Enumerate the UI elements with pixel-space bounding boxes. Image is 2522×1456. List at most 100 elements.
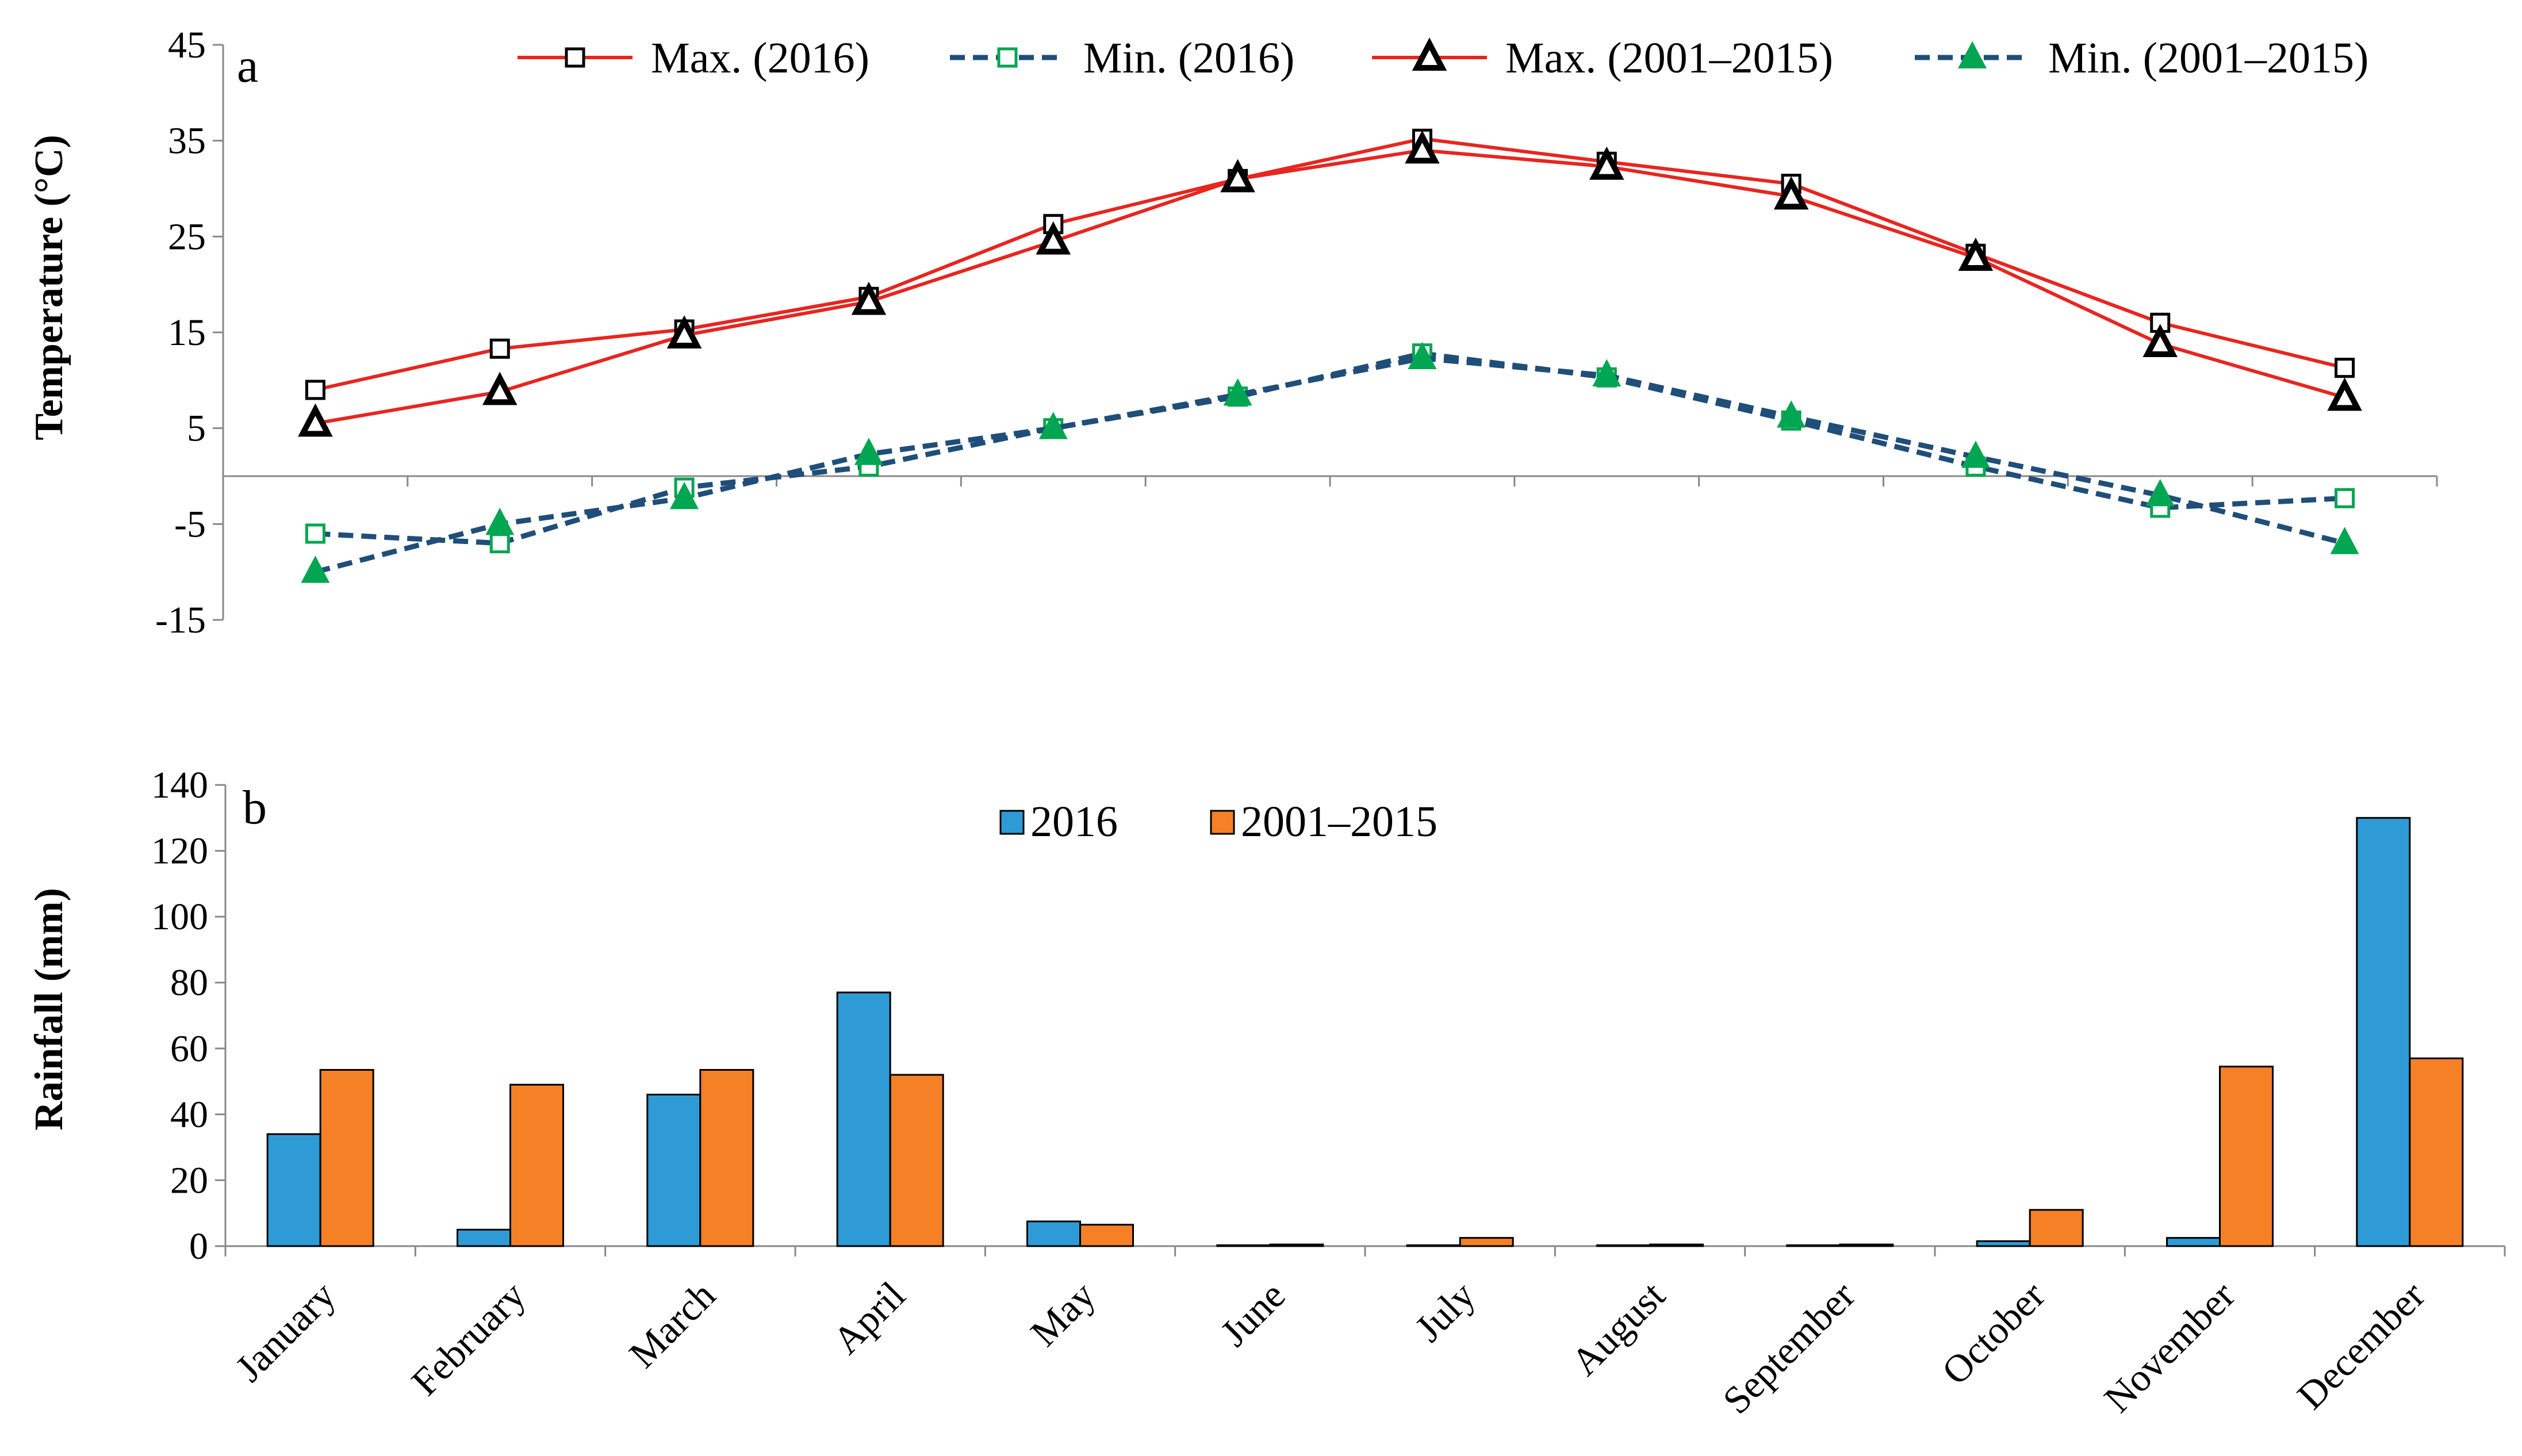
rainfall-bar-2016 [1786, 1244, 1841, 1247]
temperature-point-max-2001-2015 [482, 371, 518, 405]
temperature-line-max-2001-2015 [315, 148, 2345, 426]
rainfall-bar-2001-2015 [319, 1069, 374, 1247]
rainfall-bars [266, 817, 2464, 1247]
temperature-point-max-2001-2015 [298, 403, 333, 437]
rainfall-y-axis-label: Rainfall (mm) [27, 888, 71, 1131]
temperature-y-tick-label: 25 [168, 216, 206, 258]
rainfall-y-tick-label: 40 [170, 1094, 208, 1136]
rainfall-bar-2016 [1026, 1220, 1081, 1247]
rainfall-bar-2001-2015 [2409, 1057, 2464, 1247]
rainfall-bar-2016 [1216, 1244, 1271, 1247]
rainfall-legend-item-2016: 2016 [999, 798, 1118, 846]
temperature-point-max-2001-2015 [1220, 159, 1255, 193]
temperature-panel: a Temperature (°C) 45 35 25 15 5 -5 -15 Max. (… [27, 24, 2438, 641]
temperature-point-max-2001-2015 [1589, 146, 1624, 180]
rainfall-bar-2016 [2356, 817, 2411, 1247]
month-label: May [1022, 1273, 1103, 1355]
rainfall-bar-2001-2015 [1269, 1243, 1324, 1247]
rainfall-bar-2016 [1406, 1244, 1461, 1247]
temperature-point-min-2001-2015 [1038, 412, 1068, 439]
temperature-axes: 45 35 25 15 5 -5 -15 [155, 24, 2438, 641]
temperature-legend-item-max-2016: Max. (2016) [518, 34, 869, 82]
temperature-point-max-2001-2015 [666, 315, 702, 348]
month-label: June [1212, 1273, 1294, 1355]
rainfall-bar-2001-2015 [1649, 1243, 1704, 1247]
temperature-point-max-2016 [489, 338, 510, 359]
temperature-legend-label: Min. (2016) [1083, 34, 1294, 82]
temperature-point-min-2001-2015 [485, 507, 515, 535]
month-label: November [2095, 1273, 2243, 1421]
temperature-point-min-2001-2015 [670, 481, 699, 509]
rainfall-y-tick-label: 80 [170, 962, 208, 1004]
temperature-point-min-2001-2015 [2145, 478, 2175, 507]
month-labels: January February March April May June July Augu… [227, 1273, 2433, 1423]
temperature-point-min-2001-2015 [1223, 378, 1252, 406]
rainfall-bar-2016 [457, 1228, 511, 1247]
temperature-legend-label: Max. (2001–2015) [1505, 34, 1833, 82]
rainfall-series-2001-2015 [319, 1057, 2464, 1247]
temperature-y-axis-label: Temperature (°C) [27, 135, 71, 440]
temperature-line-min-2001-2015 [315, 355, 2345, 575]
panel-b-label: b [243, 781, 267, 834]
temperature-series-min-2001-2015 [301, 342, 2359, 583]
temperature-legend-marker [565, 47, 585, 68]
rainfall-legend-item-2001-2015: 2001–2015 [1210, 798, 1438, 846]
temperature-series [298, 128, 2362, 583]
rainfall-bar-2001-2015 [509, 1083, 564, 1247]
temperature-legend-marker [1412, 37, 1447, 71]
rainfall-bar-2001-2015 [1459, 1237, 1514, 1247]
temperature-legend: Max. (2016) Min. (2016) Max. (2001–2015) Mi… [518, 34, 2368, 82]
temperature-point-max-2016 [2335, 358, 2355, 378]
temperature-y-tick-label: 5 [187, 408, 206, 450]
rainfall-bar-2001-2015 [699, 1069, 754, 1247]
temperature-y-tick-label: -5 [174, 503, 206, 545]
month-label: October [1933, 1273, 2053, 1393]
temperature-legend-item-min-2001-2015: Min. (2001–2015) [1915, 34, 2368, 82]
temperature-legend-item-min-2016: Min. (2016) [950, 34, 1294, 82]
month-label: February [403, 1273, 534, 1404]
month-label: July [1406, 1273, 1484, 1350]
temperature-line-max-2016 [315, 137, 2345, 392]
temperature-line-min-2016 [315, 351, 2345, 546]
temperature-point-min-2016 [305, 523, 325, 544]
temperature-y-tick-label: -15 [155, 599, 206, 641]
temperature-legend-label: Min. (2001–2015) [2048, 34, 2368, 82]
rainfall-y-tick-label: 100 [151, 896, 208, 938]
rainfall-bar-2016 [266, 1133, 321, 1247]
temperature-point-min-2016 [489, 533, 510, 554]
temperature-point-min-2001-2015 [854, 438, 883, 465]
rainfall-bar-2016 [836, 991, 891, 1247]
temperature-series-min-2016 [305, 343, 2355, 554]
rainfall-bar-2001-2015 [2029, 1209, 2084, 1247]
rainfall-y-tick-label: 120 [151, 830, 208, 872]
rainfall-bar-2001-2015 [2219, 1066, 2274, 1247]
month-label: April [825, 1273, 914, 1362]
temperature-legend-marker [997, 47, 1018, 68]
rainfall-bar-2016 [1976, 1240, 2031, 1247]
month-label: September [1714, 1273, 1864, 1423]
rainfall-y-tick-label: 60 [170, 1028, 208, 1070]
rainfall-bar-2016 [2166, 1237, 2221, 1247]
month-label: January [227, 1273, 343, 1390]
temperature-point-min-2001-2015 [301, 555, 330, 583]
temperature-point-max-2001-2015 [2142, 324, 2178, 357]
temperature-point-max-2001-2015 [1036, 221, 1071, 255]
month-label: December [2289, 1273, 2433, 1418]
temperature-point-max-2016 [305, 380, 325, 400]
temperature-point-min-2001-2015 [1408, 342, 1437, 369]
temperature-y-tick-label: 35 [168, 120, 206, 162]
temperature-series-max-2001-2015 [298, 130, 2362, 437]
temperature-legend-item-max-2001-2015: Max. (2001–2015) [1372, 34, 1833, 82]
temperature-point-min-2001-2015 [2330, 527, 2359, 554]
temperature-y-tick-label: 15 [168, 312, 206, 354]
rainfall-legend: 2016 2001–2015 [999, 798, 1438, 846]
rainfall-bar-2016 [1596, 1244, 1651, 1247]
temperature-point-max-2001-2015 [851, 281, 887, 315]
rainfall-bar-2001-2015 [889, 1074, 944, 1247]
temperature-point-max-2001-2015 [1773, 176, 1809, 210]
rainfall-legend-label: 2016 [1030, 798, 1118, 846]
temperature-point-max-2001-2015 [1405, 130, 1440, 164]
temperature-point-min-2016 [2335, 488, 2355, 508]
